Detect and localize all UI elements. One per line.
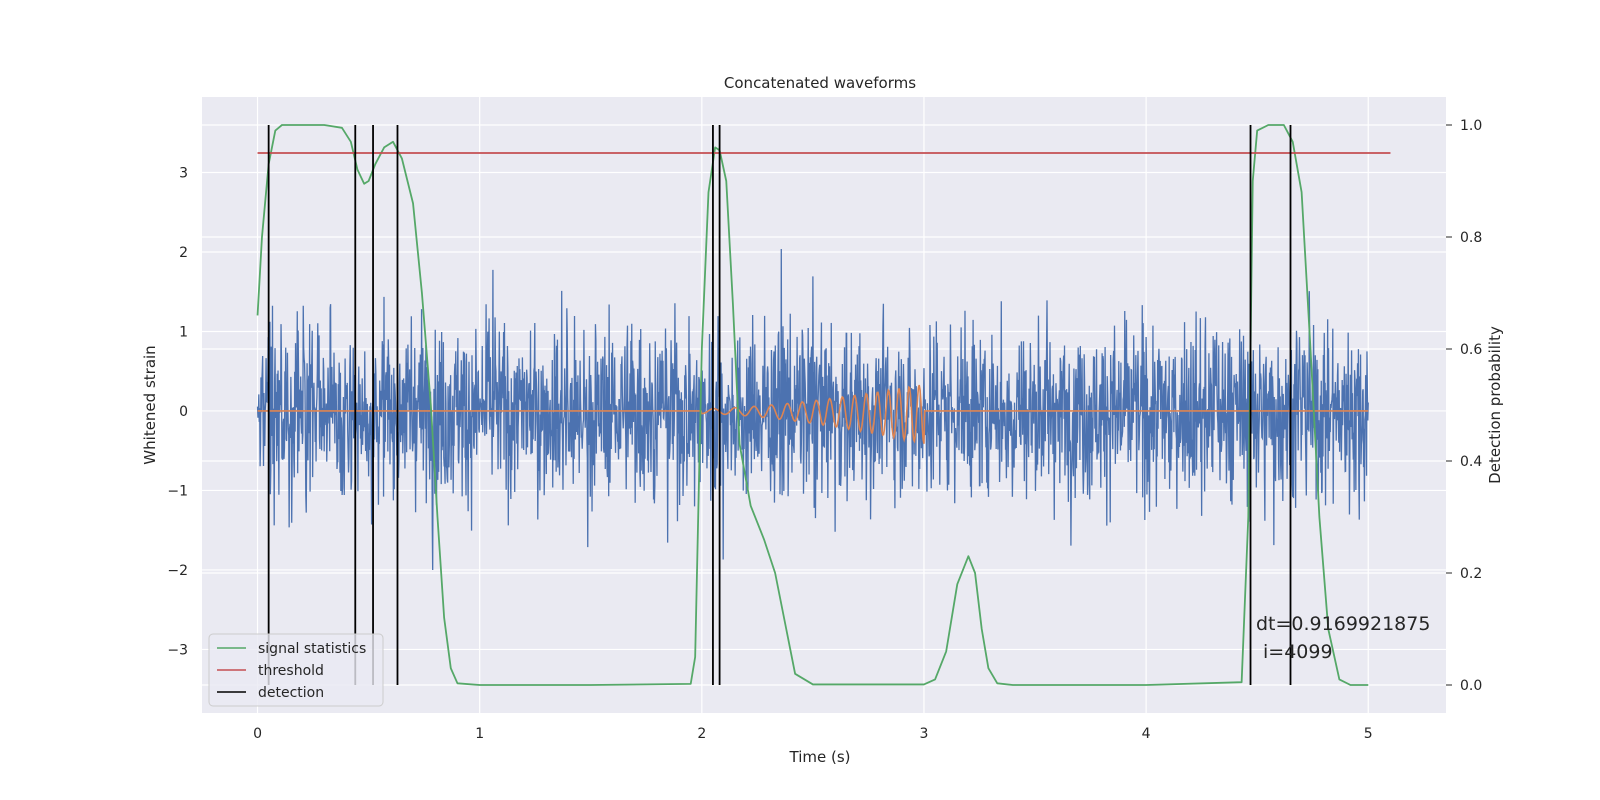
legend-label-signal-statistics: signal statistics bbox=[258, 641, 366, 657]
y-right-tick-label: 1.0 bbox=[1460, 118, 1482, 134]
x-tick-label: 5 bbox=[1364, 726, 1373, 742]
y-tick-label: 3 bbox=[179, 166, 188, 182]
y-right-tick-label: 0.0 bbox=[1460, 678, 1482, 694]
x-tick-label: 2 bbox=[697, 726, 706, 742]
legend-label-threshold: threshold bbox=[258, 663, 324, 679]
y-right-tick-label: 0.4 bbox=[1460, 454, 1482, 470]
y-tick-label: −3 bbox=[167, 642, 188, 658]
y-tick-label: 2 bbox=[179, 245, 188, 261]
legend-box bbox=[208, 633, 384, 707]
y-tick-label: −2 bbox=[167, 563, 188, 579]
strain-line bbox=[256, 249, 1369, 570]
y-axis-label: Whitened strain bbox=[141, 345, 159, 464]
signal-statistics-line bbox=[256, 124, 1369, 686]
y-tick-label: 1 bbox=[179, 324, 188, 340]
x-tick-label: 0 bbox=[253, 726, 262, 742]
y-right-tick-label: 0.2 bbox=[1460, 566, 1482, 582]
strain-series bbox=[256, 249, 1369, 570]
signal-statistics-series bbox=[256, 124, 1369, 686]
template-line bbox=[257, 384, 1369, 444]
y-tick-label: 0 bbox=[179, 404, 188, 420]
x-tick-label: 4 bbox=[1142, 726, 1151, 742]
x-tick-label: 1 bbox=[475, 726, 484, 742]
y-right-tick-label: 0.6 bbox=[1460, 342, 1482, 358]
legend: signal statistics threshold detection bbox=[208, 633, 384, 707]
annotation-dt: dt=0.9169921875 bbox=[1256, 613, 1430, 635]
x-tick-label: 3 bbox=[920, 726, 929, 742]
y-right-tick-label: 0.8 bbox=[1460, 230, 1482, 246]
x-axis-label: Time (s) bbox=[789, 748, 851, 766]
detection-series bbox=[267, 125, 1292, 685]
tick-labels: 0 1 2 3 4 5 −3 −2 −1 0 1 2 3 0.0 0.2 0.4 0.6 0.8 1.0 bbox=[167, 118, 1482, 742]
chart-title: Concatenated waveforms bbox=[724, 74, 916, 92]
legend-label-detection: detection bbox=[258, 685, 324, 701]
y-tick-label: −1 bbox=[167, 483, 188, 499]
y-axis-right-label: Detection probability bbox=[1486, 326, 1504, 484]
annotation-index: i=4099 bbox=[1263, 641, 1333, 663]
template-series bbox=[257, 384, 1369, 444]
